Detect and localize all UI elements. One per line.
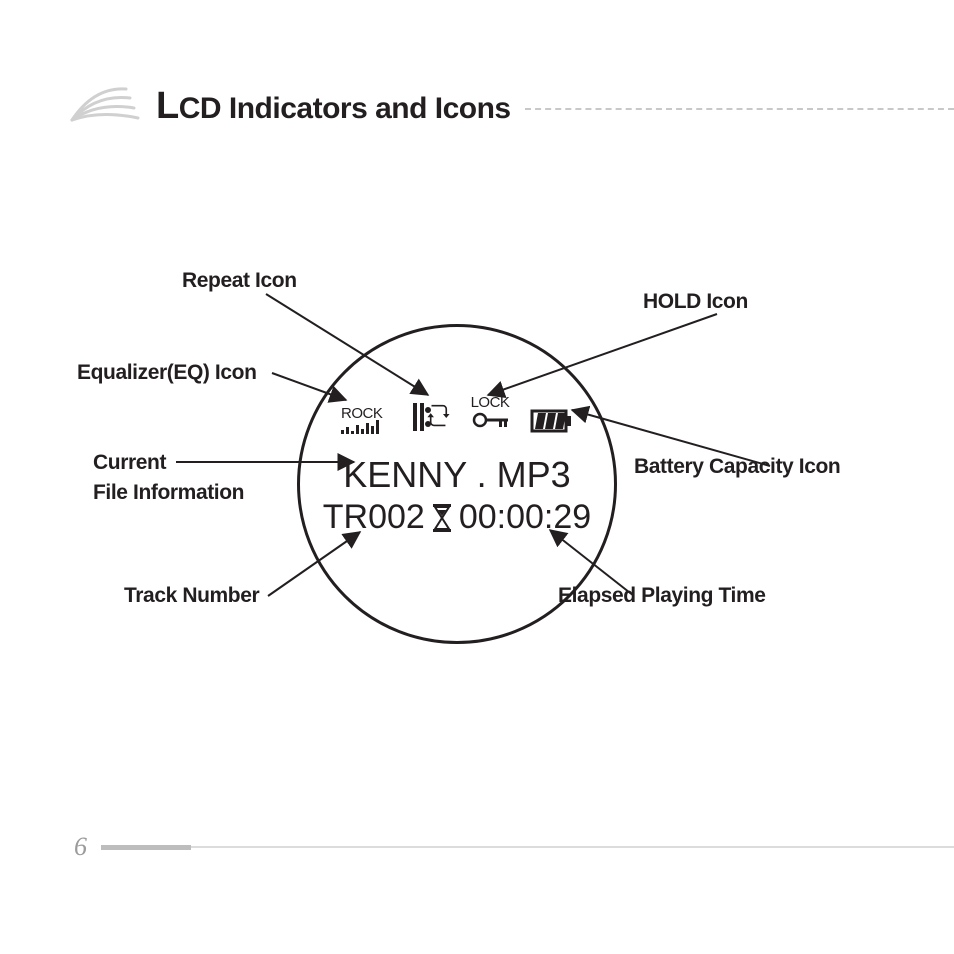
callout-repeat: Repeat Icon: [182, 269, 297, 293]
callout-hold: HOLD Icon: [643, 290, 748, 314]
lcd-icon-row: ROCK LOCK: [297, 394, 617, 434]
lock-label: LOCK: [469, 394, 511, 411]
equalizer-icon: ROCK: [341, 405, 393, 434]
track-number: TR002: [323, 498, 425, 537]
footer-bar-thick: [101, 845, 191, 850]
lcd-diagram: ROCK LOCK: [0, 0, 954, 954]
eq-bars: [341, 420, 393, 434]
lock-icon: LOCK: [469, 394, 511, 434]
track-time-line: TR002 00:00:29: [297, 498, 617, 537]
callout-eq: Equalizer(EQ) Icon: [77, 361, 257, 385]
callout-file-2: File Information: [93, 481, 244, 505]
hourglass-icon: [431, 503, 453, 533]
callout-battery: Battery Capacity Icon: [634, 455, 840, 479]
callout-track: Track Number: [124, 584, 259, 608]
elapsed-time: 00:00:29: [459, 498, 591, 537]
page-number: 6: [74, 832, 87, 862]
repeat-icon: [411, 400, 451, 434]
callout-file-1: Current: [93, 451, 166, 475]
callout-elapsed: Elapsed Playing Time: [558, 584, 766, 608]
battery-icon: [529, 408, 573, 434]
current-file-name: KENNY . MP3: [297, 454, 617, 496]
footer-bar-thin: [191, 846, 954, 848]
page-footer: 6: [74, 832, 954, 862]
